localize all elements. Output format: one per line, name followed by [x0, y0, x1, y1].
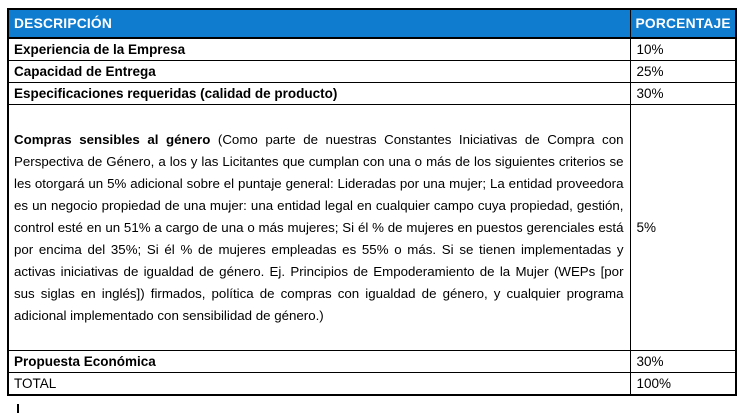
table-header-row: DESCRIPCIÓN PORCENTAJE	[7, 8, 737, 39]
table-row: TOTAL 100%	[7, 372, 737, 396]
cell-total-porcentaje[interactable]: 100%	[629, 372, 737, 396]
cell-propuesta-economica[interactable]: Propuesta Económica	[7, 350, 631, 373]
cell-experiencia-empresa[interactable]: Experiencia de la Empresa	[7, 37, 631, 61]
compras-sensibles-bold-label: Compras sensibles al género	[14, 131, 211, 147]
cell-capacidad-porcentaje[interactable]: 25%	[629, 60, 737, 83]
table-row: Capacidad de Entrega 25%	[7, 60, 737, 83]
cell-capacidad-entrega[interactable]: Capacidad de Entrega	[7, 60, 631, 83]
cell-total[interactable]: TOTAL	[7, 372, 631, 396]
cell-experiencia-porcentaje[interactable]: 10%	[629, 37, 737, 61]
table-row: Propuesta Económica 30%	[7, 350, 737, 373]
text-cursor-caret	[17, 404, 19, 413]
column-header-porcentaje[interactable]: PORCENTAJE	[629, 8, 737, 39]
compras-sensibles-body-text: (Como parte de nuestras Constantes Inici…	[14, 131, 624, 323]
table-row: Experiencia de la Empresa 10%	[7, 37, 737, 61]
cell-compras-porcentaje[interactable]: 5%	[629, 104, 737, 351]
cell-propuesta-porcentaje[interactable]: 30%	[629, 350, 737, 373]
cell-especificaciones-requeridas[interactable]: Especificaciones requeridas (calidad de …	[7, 82, 631, 105]
cell-especificaciones-porcentaje[interactable]: 30%	[629, 82, 737, 105]
cell-compras-sensibles-genero[interactable]: Compras sensibles al género (Como parte …	[7, 104, 631, 351]
table-row: Especificaciones requeridas (calidad de …	[7, 82, 737, 105]
evaluation-criteria-table: DESCRIPCIÓN PORCENTAJE Experiencia de la…	[7, 8, 737, 396]
column-header-descripcion[interactable]: DESCRIPCIÓN	[7, 8, 631, 39]
table-row: Compras sensibles al género (Como parte …	[7, 104, 737, 351]
